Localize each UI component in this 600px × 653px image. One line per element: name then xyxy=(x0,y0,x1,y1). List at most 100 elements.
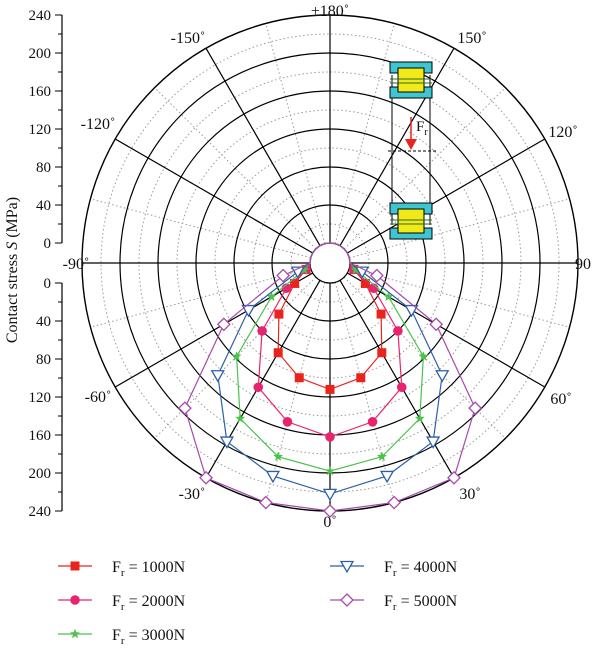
legend-swatch-marker xyxy=(70,561,80,571)
series-5 xyxy=(177,242,483,518)
radial-axis: 240 200 160 120 80 40 0 0 40 80 120 160 200 240 xyxy=(29,8,63,520)
angle-label: -120˚ xyxy=(81,116,116,133)
legend: Fr = 1000N Fr = 2000N Fr = 3000N Fr = 4000N… xyxy=(58,559,458,647)
inset-force-label: Fr xyxy=(416,119,428,138)
lower-tick-label: 40 xyxy=(36,314,51,330)
series-point xyxy=(468,401,483,416)
series-point xyxy=(425,436,441,449)
series-point xyxy=(266,291,277,301)
series-point xyxy=(414,413,425,423)
upper-tick-label: 240 xyxy=(29,8,52,24)
data-series xyxy=(177,242,483,518)
y-axis-label-var: S xyxy=(4,242,21,250)
series-point xyxy=(393,326,403,336)
series-point xyxy=(435,370,450,383)
bearing-inset: Fr xyxy=(388,61,436,240)
upper-tick-label: 200 xyxy=(29,46,52,62)
series-point xyxy=(294,373,304,383)
inset-force-arrowhead xyxy=(405,139,417,150)
legend-swatch-marker xyxy=(70,628,80,639)
series-point xyxy=(376,451,387,461)
lower-tick-label: 120 xyxy=(29,390,52,406)
upper-tick-label: 160 xyxy=(29,84,52,100)
series-point xyxy=(253,382,264,393)
series-point xyxy=(369,268,384,283)
legend-label: Fr = 1000N xyxy=(112,559,186,579)
angle-label: 150˚ xyxy=(457,30,486,47)
series-point xyxy=(447,470,461,485)
lower-tick-label: 80 xyxy=(36,352,51,368)
polar-grid xyxy=(81,14,579,512)
series-point xyxy=(265,470,281,484)
series-point xyxy=(210,370,225,383)
series-point xyxy=(274,309,284,319)
legend-item-2: Fr = 2000N xyxy=(58,593,186,613)
series-point xyxy=(396,382,407,393)
series-point xyxy=(418,351,429,361)
legend-label: Fr = 2000N xyxy=(112,593,186,613)
lower-tick-label: 0 xyxy=(44,276,52,292)
upper-tick-label: 80 xyxy=(36,160,51,176)
series-point xyxy=(273,348,283,358)
series-point xyxy=(219,436,235,449)
angle-label: ±180˚ xyxy=(311,3,349,20)
series-point xyxy=(216,317,231,332)
series-point xyxy=(379,470,395,484)
upper-tick-label: 0 xyxy=(44,236,52,252)
legend-item-1: Fr = 1000N xyxy=(58,559,186,579)
major-ring xyxy=(195,128,465,398)
series-point xyxy=(241,304,256,318)
y-axis-label-unit: (MPa) xyxy=(4,197,21,242)
series-point xyxy=(231,351,242,361)
angle-label: -60˚ xyxy=(85,389,112,406)
series-point xyxy=(273,451,284,461)
series-point xyxy=(281,283,292,294)
series-point xyxy=(376,309,386,319)
angle-label: 60˚ xyxy=(550,391,571,408)
angle-label: -90˚ xyxy=(63,256,90,273)
inset-bottom-roller xyxy=(397,208,425,234)
lower-tick-label: 240 xyxy=(29,504,52,520)
legend-label: Fr = 5000N xyxy=(384,593,458,613)
series-point xyxy=(368,283,379,294)
upper-tick-label: 40 xyxy=(36,198,51,214)
series-point xyxy=(387,495,402,510)
series-point xyxy=(325,384,335,394)
major-ring xyxy=(233,166,427,360)
series-point xyxy=(325,465,335,476)
legend-swatch-marker xyxy=(340,593,354,607)
y-axis-label: Contact stress S (MPa) xyxy=(4,197,21,343)
series-point xyxy=(356,373,366,383)
lower-tick-label: 200 xyxy=(29,466,52,482)
angle-labels: 0˚ 30˚ 60˚ 90 120˚ 150˚ ±180˚ -150˚ -120˚ -90˚ -60… xyxy=(63,3,591,531)
series-point xyxy=(290,278,300,288)
major-ring xyxy=(271,204,389,322)
series-point xyxy=(257,326,267,336)
legend-swatch-marker xyxy=(70,595,80,605)
legend-swatch-marker xyxy=(339,560,355,574)
y-axis-label-prefix: Contact stress xyxy=(4,250,21,343)
series-point xyxy=(177,401,192,416)
lower-tick-label: 160 xyxy=(29,428,52,444)
series-point xyxy=(360,278,370,288)
angle-label: -30˚ xyxy=(179,486,206,503)
series-point xyxy=(350,264,361,275)
series-point xyxy=(404,304,419,318)
series-point xyxy=(377,348,387,358)
series-point xyxy=(276,268,291,283)
series-point xyxy=(325,432,335,442)
inset-top-roller xyxy=(397,67,425,93)
series-point xyxy=(367,416,378,427)
series-point xyxy=(429,317,444,332)
angle-label: 0˚ xyxy=(323,514,336,531)
series-point xyxy=(383,291,394,301)
upper-tick-label: 120 xyxy=(29,122,52,138)
series-point xyxy=(282,416,293,427)
series-point xyxy=(323,504,337,518)
series-point xyxy=(199,470,213,485)
angle-label: 90 xyxy=(575,256,591,273)
angle-label: 120˚ xyxy=(548,124,577,141)
series-point xyxy=(299,264,310,275)
series-point xyxy=(258,495,273,510)
